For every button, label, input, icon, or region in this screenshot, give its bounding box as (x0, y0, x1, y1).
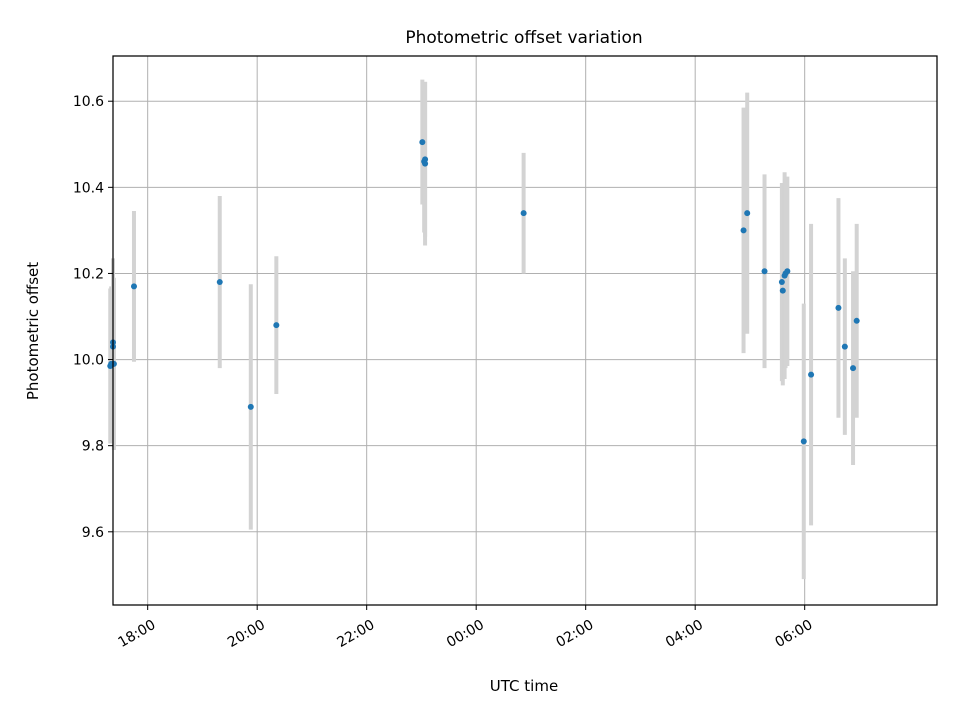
data-point (110, 360, 117, 367)
data-point (853, 317, 860, 324)
data-point (422, 156, 429, 163)
chart-title: Photometric offset variation (405, 28, 642, 48)
data-point (779, 287, 786, 294)
plot-frame (112, 55, 938, 606)
data-point (835, 304, 842, 311)
y-tick-label: 9.8 (82, 439, 104, 455)
data-point (216, 279, 223, 286)
data-point (744, 210, 751, 217)
y-tick-label: 10.0 (73, 353, 104, 369)
data-point (247, 403, 254, 410)
y-tick-label: 10.2 (73, 266, 104, 282)
data-point (273, 322, 280, 329)
data-point (841, 343, 848, 350)
data-point (422, 160, 429, 167)
data-point (850, 365, 857, 372)
data-point (419, 139, 426, 146)
y-tick-label: 9.6 (82, 525, 104, 541)
y-axis-label: Photometric offset (24, 262, 42, 400)
y-tick-label: 10.4 (73, 180, 104, 196)
data-point (808, 371, 815, 378)
data-point (520, 210, 527, 217)
y-axis-ticks: 9.6 9.8 10.0 10.2 10.4 10.6 (73, 94, 113, 541)
data-point (778, 279, 785, 286)
data-point (784, 268, 791, 275)
data-point (800, 438, 807, 445)
x-axis-label: UTC time (490, 677, 558, 695)
data-point (130, 283, 137, 290)
data-points (107, 139, 860, 445)
data-point (761, 268, 768, 275)
y-tick-label: 10.6 (73, 94, 104, 110)
data-point (740, 227, 747, 234)
